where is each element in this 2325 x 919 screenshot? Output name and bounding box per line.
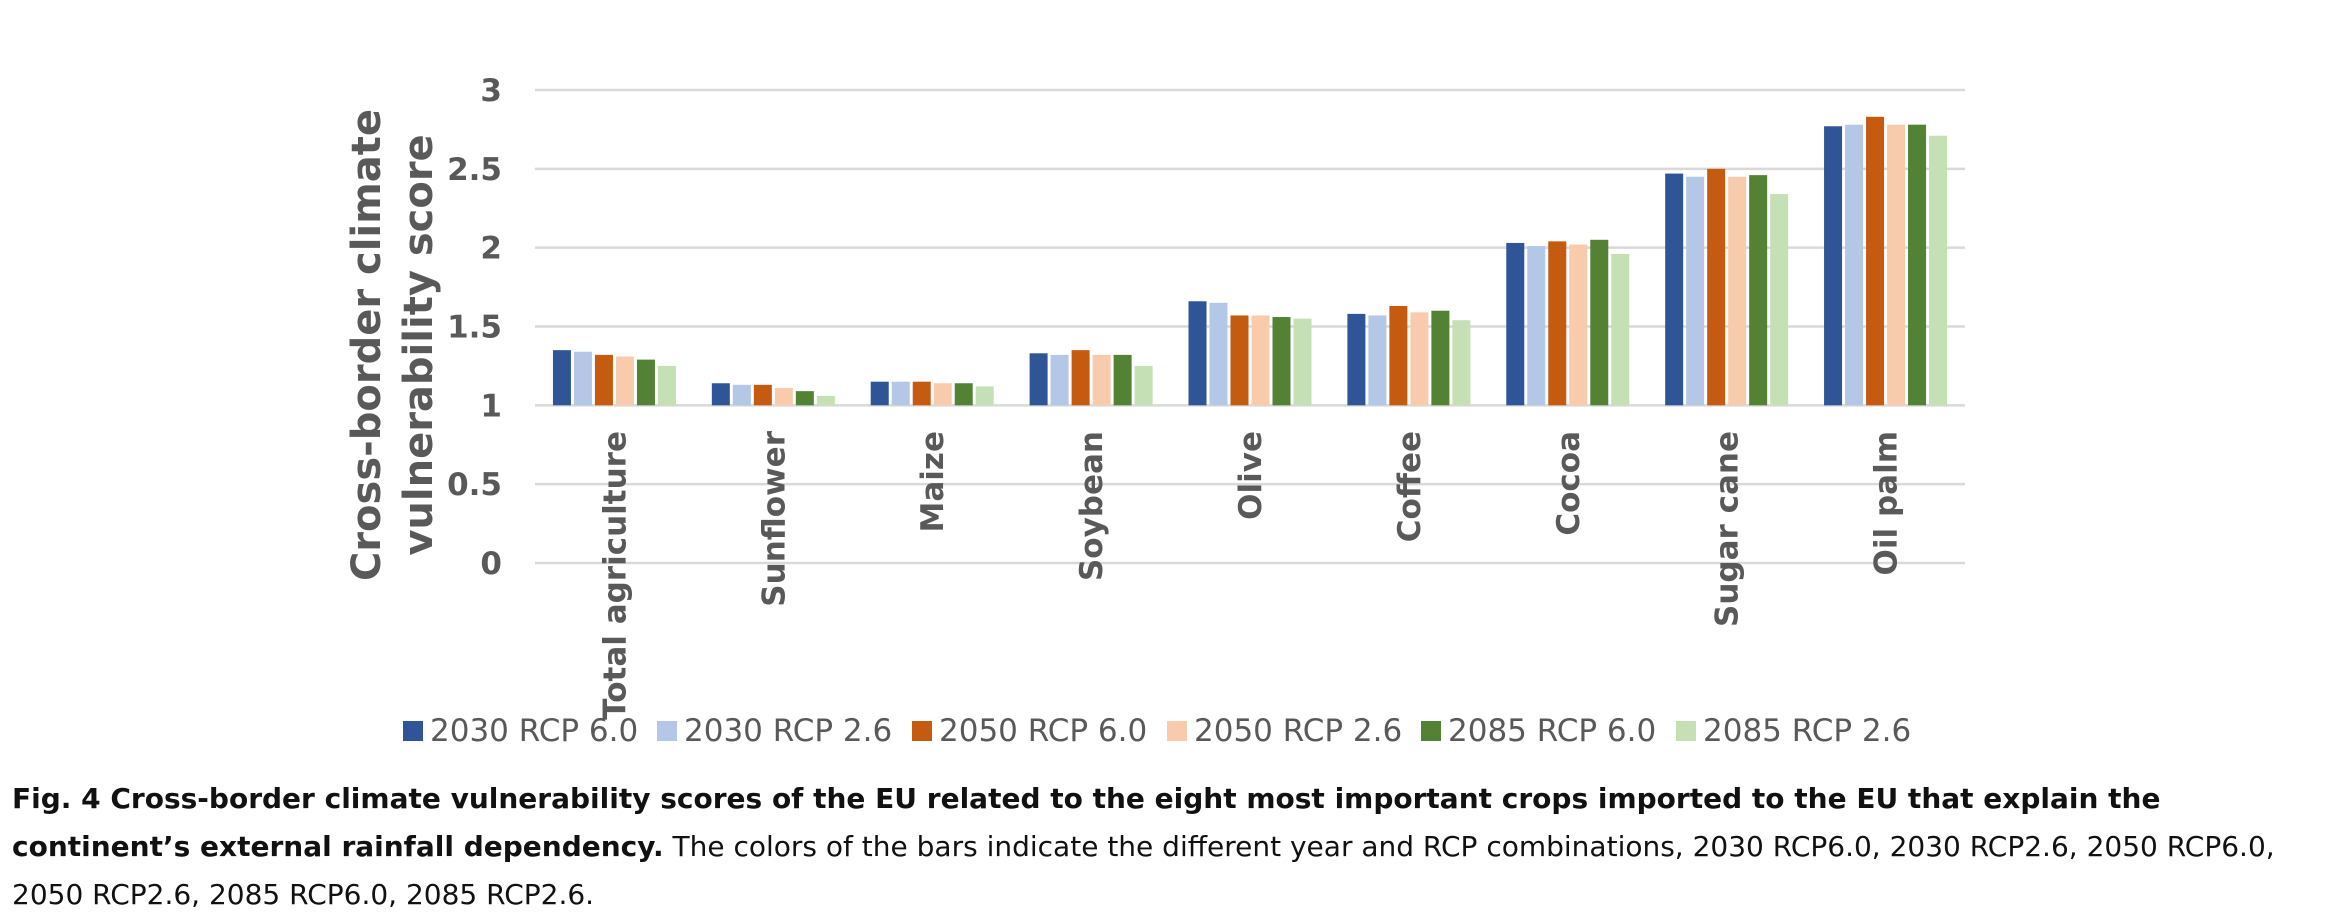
x-axis-categories: Total agriculture Sunflower Maize Soybean Ol… xyxy=(597,430,1904,719)
bar xyxy=(891,381,910,406)
bar xyxy=(816,395,835,406)
bar xyxy=(870,381,889,406)
bar xyxy=(1230,315,1249,406)
y-tick-label: 2.5 xyxy=(447,152,502,188)
bar xyxy=(1569,244,1588,406)
bar xyxy=(1887,124,1906,406)
legend-label: 2050 RCP 6.0 xyxy=(939,713,1147,749)
bar xyxy=(1686,176,1705,406)
y-tick-label: 0 xyxy=(480,546,502,582)
y-tick-label: 1 xyxy=(480,388,502,424)
bar xyxy=(912,381,931,406)
legend-label: 2030 RCP 2.6 xyxy=(684,713,892,749)
category-label: Maize xyxy=(915,431,951,532)
bar xyxy=(1728,176,1747,406)
bar xyxy=(615,356,634,406)
y-axis-ticks: 0 0.5 1 1.5 2 2.5 3 xyxy=(447,73,502,582)
gridlines xyxy=(535,88,1965,565)
bar xyxy=(1707,168,1726,406)
category-label: Sunflower xyxy=(756,430,792,606)
category-label: Soybean xyxy=(1074,431,1110,581)
legend-swatch xyxy=(403,721,423,741)
bar xyxy=(1071,350,1090,406)
legend-swatch xyxy=(657,721,677,741)
bars xyxy=(552,116,1948,406)
category-label: Coffee xyxy=(1392,431,1428,542)
bar xyxy=(954,383,973,406)
caption-title: Fig. 4 Cross-border climate vulnerabilit… xyxy=(12,782,2161,863)
bar xyxy=(1866,116,1885,406)
bar xyxy=(732,384,751,406)
bar xyxy=(1209,302,1228,406)
y-tick-label: 2 xyxy=(480,231,502,267)
bar xyxy=(1749,175,1768,406)
bar xyxy=(975,386,994,406)
bar xyxy=(1347,313,1366,406)
legend-label: 2050 RCP 2.6 xyxy=(1194,713,1402,749)
category-label: Olive xyxy=(1233,431,1269,520)
bar xyxy=(1845,124,1864,406)
bar xyxy=(1368,315,1387,406)
bar xyxy=(1452,320,1471,406)
bar xyxy=(657,365,676,406)
bar xyxy=(1113,354,1132,406)
y-tick-label: 3 xyxy=(480,73,502,109)
bar xyxy=(1251,315,1270,406)
y-tick-label: 0.5 xyxy=(447,467,502,503)
bar xyxy=(1824,126,1843,406)
y-tick-label: 1.5 xyxy=(447,310,502,346)
bar xyxy=(1410,312,1429,406)
bar xyxy=(1050,354,1069,406)
bar xyxy=(933,383,952,406)
bar xyxy=(636,359,655,406)
bar xyxy=(1527,246,1546,406)
figure-caption: Fig. 4 Cross-border climate vulnerabilit… xyxy=(12,775,2312,919)
legend-label: 2030 RCP 6.0 xyxy=(430,713,638,749)
bar xyxy=(1770,194,1789,406)
category-label: Oil palm xyxy=(1869,431,1905,575)
legend-swatch xyxy=(912,721,932,741)
bar xyxy=(1590,239,1609,406)
legend-label: 2085 RCP 6.0 xyxy=(1448,713,1656,749)
y-axis-label-line-1: Cross-border climate xyxy=(344,109,390,581)
bar xyxy=(1272,317,1291,406)
bar xyxy=(552,350,571,406)
bar xyxy=(594,354,613,406)
legend-label: 2085 RCP 2.6 xyxy=(1703,713,1911,749)
legend-swatch xyxy=(1421,721,1441,741)
caption-text: The colors of the bars indicate the diff… xyxy=(12,830,2275,911)
category-label: Cocoa xyxy=(1551,431,1587,536)
bar xyxy=(1188,301,1207,406)
category-label: Total agriculture xyxy=(597,431,633,720)
bar xyxy=(1908,124,1927,406)
bar xyxy=(1611,253,1630,406)
category-label: Sugar cane xyxy=(1710,431,1746,627)
bar xyxy=(1134,365,1153,406)
bar xyxy=(573,351,592,406)
bar xyxy=(1029,353,1048,406)
bar xyxy=(711,383,730,406)
bar xyxy=(1665,173,1684,406)
bar xyxy=(1548,241,1567,406)
bar xyxy=(1431,310,1450,406)
bar xyxy=(795,391,814,406)
bar xyxy=(1293,318,1312,406)
bar xyxy=(753,384,772,406)
bar xyxy=(1929,135,1948,406)
legend-swatch xyxy=(1676,721,1696,741)
bar xyxy=(774,387,793,406)
y-axis-label-line-2: vulnerability score xyxy=(396,134,442,555)
bar xyxy=(1506,242,1525,406)
legend-swatch xyxy=(1167,721,1187,741)
legend: 2030 RCP 6.0 2030 RCP 2.6 2050 RCP 6.0 2050… xyxy=(403,713,1911,749)
bar xyxy=(1389,306,1408,406)
bar-chart: 0 0.5 1 1.5 2 2.5 3 Total agriculture Sunflower… xyxy=(344,73,1965,749)
bar xyxy=(1092,354,1111,406)
